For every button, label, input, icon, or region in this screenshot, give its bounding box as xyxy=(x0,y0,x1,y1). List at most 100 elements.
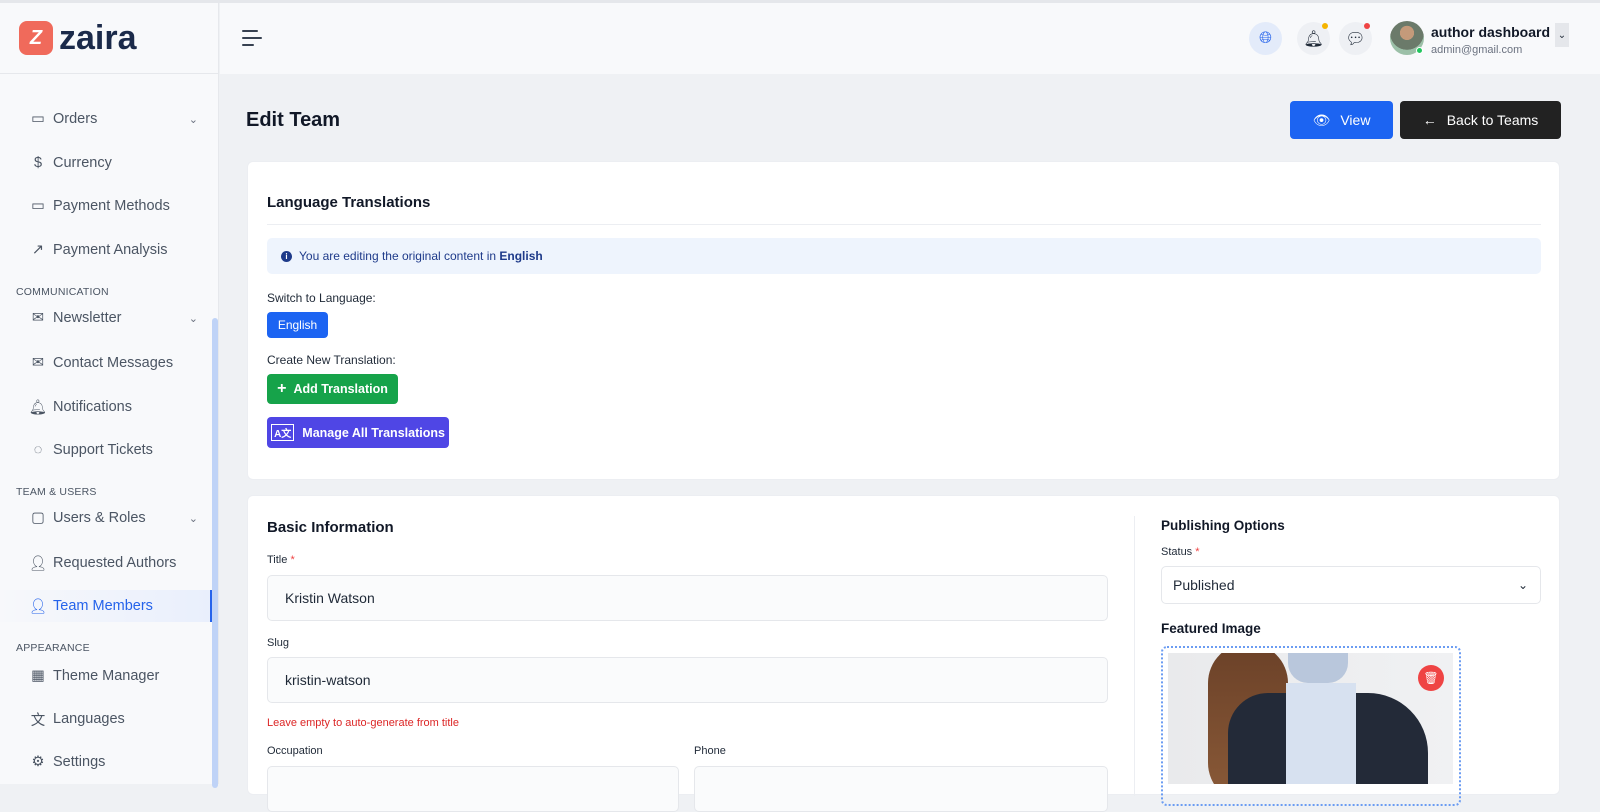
back-label: Back to Teams xyxy=(1446,112,1539,128)
language-english-button[interactable]: English xyxy=(267,312,328,338)
users-icon: 👤︎ xyxy=(28,598,48,615)
status-value: Published xyxy=(1173,577,1235,593)
switch-language-label: Switch to Language: xyxy=(267,291,376,305)
required-marker: * xyxy=(1195,546,1200,558)
sidebar-item-currency[interactable]: $ Currency xyxy=(0,147,212,179)
sidebar-item-label: Languages xyxy=(53,711,125,727)
top-header: 🌐︎ 🔔︎ 💬︎ author dashboard admin@gmail.co… xyxy=(220,3,1600,74)
sidebar-item-newsletter[interactable]: ✉ Newsletter ⌄ xyxy=(0,302,212,334)
sidebar-item-label: Settings xyxy=(53,754,106,770)
sidebar-item-label: Notifications xyxy=(53,399,132,415)
sidebar-item-label: Contact Messages xyxy=(53,355,174,371)
view-button[interactable]: 👁︎ View xyxy=(1290,101,1393,139)
manage-translations-label: Manage All Translations xyxy=(302,425,445,440)
manage-translations-button[interactable]: A文 Manage All Translations xyxy=(267,417,449,448)
sidebar: Z zaira ▭ Orders ⌄ $ Currency ▭ Payment Meth… xyxy=(0,3,219,788)
section-team-users: TEAM & USERS xyxy=(16,486,97,498)
user-name: author dashboard xyxy=(1431,24,1551,40)
sidebar-item-label: Currency xyxy=(53,155,112,171)
sidebar-item-label: Orders xyxy=(53,111,98,127)
sidebar-item-payment-methods[interactable]: ▭ Payment Methods xyxy=(0,190,212,222)
chevron-down-icon: ⌄ xyxy=(1517,578,1528,592)
sidebar-item-label: Payment Methods xyxy=(53,198,170,214)
users-icon: 👤︎ xyxy=(28,555,48,572)
sidebar-item-label: Team Members xyxy=(53,598,153,614)
sidebar-item-payment-analysis[interactable]: ↗ Payment Analysis xyxy=(0,234,212,266)
user-email: admin@gmail.com xyxy=(1431,44,1523,56)
slug-help-text: Leave empty to auto-generate from title xyxy=(267,717,459,729)
eye-icon: 👁︎ xyxy=(1312,111,1331,128)
phone-label: Phone xyxy=(694,745,726,757)
delete-image-button[interactable]: 🗑︎ xyxy=(1418,665,1444,691)
logo-text: zaira xyxy=(59,18,137,57)
sidebar-scrollbar[interactable] xyxy=(212,318,218,788)
featured-image-preview: 🗑︎ xyxy=(1168,653,1453,784)
notifications-button[interactable]: 🔔︎ xyxy=(1297,22,1330,55)
chart-line-icon: ↗ xyxy=(31,242,45,258)
add-translation-button[interactable]: + Add Translation xyxy=(267,374,398,404)
column-divider xyxy=(1134,516,1135,796)
info-banner: i You are editing the original content i… xyxy=(267,238,1541,274)
mail-icon: ✉ xyxy=(31,310,45,326)
bell-icon: 🔔︎ xyxy=(1303,30,1324,48)
chevron-down-icon: ⌄ xyxy=(188,512,198,525)
sidebar-item-team-members[interactable]: 👤︎ Team Members xyxy=(0,590,212,622)
clipboard-icon: ▭ xyxy=(31,111,45,127)
online-status-dot xyxy=(1416,47,1423,54)
sidebar-item-orders[interactable]: ▭ Orders ⌄ xyxy=(0,103,212,135)
divider xyxy=(267,224,1541,225)
publishing-title: Publishing Options xyxy=(1161,518,1285,533)
back-to-teams-button[interactable]: ← Back to Teams xyxy=(1400,101,1561,139)
page-title: Edit Team xyxy=(246,109,341,131)
sidebar-item-label: Newsletter xyxy=(53,310,122,326)
menu-toggle-icon[interactable] xyxy=(242,30,262,51)
phone-input[interactable] xyxy=(694,766,1108,812)
gear-icon: ⚙ xyxy=(31,754,45,770)
logo[interactable]: Z zaira xyxy=(0,3,218,74)
slug-input[interactable]: kristin-watson xyxy=(267,657,1108,703)
sidebar-item-notifications[interactable]: 🔔︎ Notifications xyxy=(0,391,212,423)
archive-icon: ▢ xyxy=(31,510,45,526)
slug-label: Slug xyxy=(267,637,290,649)
sidebar-item-languages[interactable]: 文 Languages xyxy=(0,703,212,735)
occupation-input[interactable] xyxy=(267,766,679,812)
globe-icon: 🌐︎ xyxy=(1259,29,1272,47)
section-communication: COMMUNICATION xyxy=(16,286,109,298)
top-border xyxy=(0,0,1600,3)
plus-icon: + xyxy=(277,380,287,397)
palette-icon: ▦ xyxy=(31,668,45,684)
sidebar-item-label: Requested Authors xyxy=(53,555,177,571)
chevron-down-icon: ⌄ xyxy=(188,312,198,325)
messages-button[interactable]: 💬︎ xyxy=(1339,22,1372,55)
credit-card-icon: ▭ xyxy=(31,198,45,214)
sidebar-item-contact-messages[interactable]: ✉ Contact Messages xyxy=(0,347,212,379)
chat-icon: 💬︎ xyxy=(1345,30,1366,48)
sidebar-item-theme-manager[interactable]: ▦ Theme Manager xyxy=(0,660,212,692)
language-globe-button[interactable]: 🌐︎ xyxy=(1249,22,1282,55)
occupation-label: Occupation xyxy=(267,745,323,757)
trash-icon: 🗑︎ xyxy=(1423,671,1439,685)
notification-dot xyxy=(1322,23,1328,29)
sidebar-item-support-tickets[interactable]: ◌ Support Tickets xyxy=(0,434,212,466)
translate-icon: 文 xyxy=(30,712,46,729)
basic-info-title: Basic Information xyxy=(267,519,394,536)
sidebar-item-users-roles[interactable]: ▢ Users & Roles ⌄ xyxy=(0,502,212,534)
title-label-text: Title xyxy=(267,554,288,566)
sidebar-item-requested-authors[interactable]: 👤︎ Requested Authors xyxy=(0,547,212,579)
sidebar-item-settings[interactable]: ⚙ Settings xyxy=(0,746,212,778)
translate-card-icon: A文 xyxy=(271,424,295,441)
title-input[interactable]: Kristin Watson xyxy=(267,575,1108,621)
sidebar-item-label: Support Tickets xyxy=(53,442,153,458)
bell-icon: 🔔︎ xyxy=(28,399,48,416)
title-label: Title * xyxy=(267,554,295,566)
status-label: Status * xyxy=(1161,546,1200,558)
chat-icon: ◌ xyxy=(33,442,43,458)
sidebar-item-label: Payment Analysis xyxy=(53,242,168,258)
user-menu-chevron-icon[interactable]: ⌄ xyxy=(1555,23,1569,47)
sidebar-item-label: Users & Roles xyxy=(53,510,146,526)
currency-icon: $ xyxy=(33,155,43,171)
status-select[interactable]: Published ⌄ xyxy=(1161,566,1541,604)
featured-image-title: Featured Image xyxy=(1161,621,1261,636)
create-translation-label: Create New Translation: xyxy=(267,353,396,367)
arrow-left-icon: ← xyxy=(1422,112,1437,128)
